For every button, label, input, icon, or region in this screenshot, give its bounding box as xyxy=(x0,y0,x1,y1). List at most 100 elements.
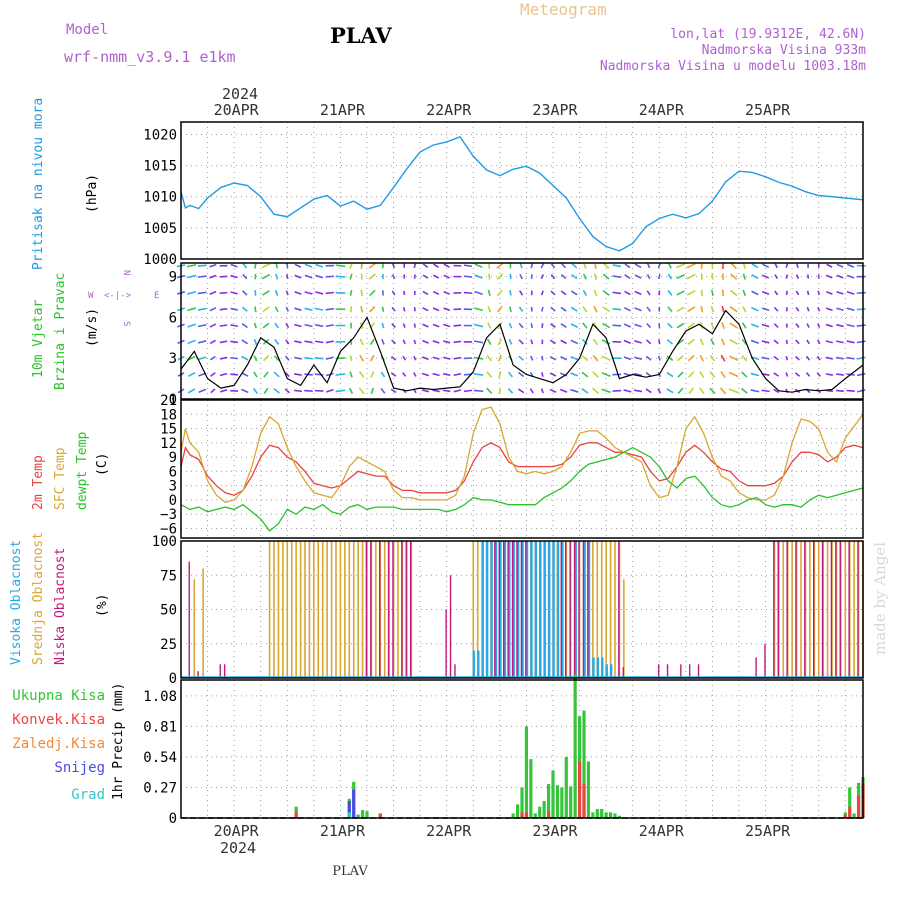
wind-arrow xyxy=(816,372,821,377)
wind-arrow xyxy=(773,355,779,361)
wind-arrow xyxy=(422,290,429,296)
wind-arrow xyxy=(570,355,579,361)
wind-arrow xyxy=(729,322,738,329)
wind-arrow xyxy=(762,274,770,279)
wind-arrow xyxy=(432,389,440,393)
wind-arrow xyxy=(390,388,397,394)
wind-arrow xyxy=(836,291,844,295)
precip-series xyxy=(347,812,351,818)
wind-arrow xyxy=(517,388,525,394)
wind-arrow xyxy=(391,339,397,345)
wind-arrow xyxy=(413,372,417,377)
wind-arrow xyxy=(582,273,587,280)
wind-arrow xyxy=(846,389,855,393)
wind-arrow xyxy=(561,263,567,269)
wind-arrow xyxy=(209,339,216,345)
panel-frame xyxy=(180,262,864,400)
wind-arrow xyxy=(402,339,406,345)
wind-arrow xyxy=(794,372,801,377)
wind-arrow xyxy=(592,338,599,346)
wind-arrow xyxy=(335,291,346,294)
wind-arrow xyxy=(826,263,833,268)
wind-arrow xyxy=(453,373,462,377)
wind-arrow xyxy=(634,290,642,296)
wind-arrow xyxy=(602,322,611,329)
wind-arrow xyxy=(612,291,622,295)
precip-bar xyxy=(852,813,856,818)
bottom-day-label: 24APR xyxy=(639,822,685,840)
wind-arrow xyxy=(785,290,788,296)
wind-arrow xyxy=(560,339,567,345)
top-day-label: 22APR xyxy=(426,101,472,119)
wind-arrow xyxy=(560,306,567,312)
wind-arrow xyxy=(612,308,622,311)
wind-arrow xyxy=(710,322,715,329)
wind-arrow xyxy=(285,306,290,312)
y-tick-label: 0 xyxy=(169,493,177,509)
wind-arrow xyxy=(623,323,631,328)
wind-arrow xyxy=(285,339,290,345)
wind-arrow xyxy=(825,323,833,328)
wind-label-2: Brzina i Pravac xyxy=(53,273,68,390)
wind-arrow xyxy=(750,323,759,328)
wind-arrow xyxy=(209,323,217,328)
wind-arrow xyxy=(443,263,450,268)
wind-arrow xyxy=(370,354,375,362)
wind-arrow xyxy=(686,290,696,296)
wind-arrow xyxy=(773,323,779,328)
wind-arrow xyxy=(623,389,632,393)
wind-arrow xyxy=(497,338,503,346)
wind-arrow xyxy=(846,290,855,295)
wind-arrow xyxy=(325,356,334,360)
wind-arrow xyxy=(275,262,278,269)
wind-arrow xyxy=(730,262,737,270)
wind-arrow xyxy=(709,354,715,362)
frame-layer xyxy=(180,121,864,819)
precip-bar xyxy=(294,812,298,818)
precip-legend-frz: Zaledj.Kisa xyxy=(12,736,105,752)
wind-arrow xyxy=(443,340,451,344)
y-tick-label: 75 xyxy=(160,568,177,584)
wind-arrow xyxy=(349,387,354,394)
y-tick-label: 18 xyxy=(160,407,177,423)
wind-arrow xyxy=(518,339,524,345)
wind-arrow xyxy=(508,322,513,329)
wind-arrow xyxy=(453,324,462,327)
wind-arrow xyxy=(263,355,270,362)
wind-arrow xyxy=(612,275,622,279)
wind-arrow xyxy=(741,371,748,378)
wind-arrow xyxy=(795,290,800,296)
wind-arrow xyxy=(443,356,451,360)
wind-arrow xyxy=(676,290,685,296)
wind-arrow xyxy=(836,263,844,268)
wind-arrow xyxy=(325,291,334,295)
wind-arrow xyxy=(711,289,714,297)
wind-arrow xyxy=(541,323,544,328)
y-tick-label: 1020 xyxy=(143,127,177,143)
precip-bar xyxy=(352,789,356,818)
precip-bar xyxy=(617,815,622,818)
wind-arrow xyxy=(633,389,643,393)
y-tick-label: 0 xyxy=(169,671,177,687)
bottom-day-label: 20APR xyxy=(214,822,260,840)
wind-arrow xyxy=(187,274,197,279)
wind-arrow xyxy=(666,355,674,361)
wind-arrow xyxy=(785,263,789,269)
wind-arrow xyxy=(187,339,196,345)
wind-arrow xyxy=(197,275,207,278)
wind-arrow xyxy=(540,290,544,296)
wind-arrow xyxy=(230,263,238,268)
wind-arrow xyxy=(570,339,579,345)
y-tick-label: 1005 xyxy=(143,221,177,237)
wind-arrow xyxy=(806,339,810,345)
wind-arrow xyxy=(518,371,525,378)
y-tick-label: 1000 xyxy=(143,252,177,268)
wind-arrow xyxy=(304,263,313,268)
wind-arrow xyxy=(742,273,746,280)
y-tick-label: 1015 xyxy=(143,159,177,175)
wind-arrow xyxy=(806,355,811,361)
wind-arrow xyxy=(443,290,451,295)
wind-arrow xyxy=(646,263,651,269)
wind-arrow xyxy=(796,263,799,268)
precip-series xyxy=(347,789,356,818)
